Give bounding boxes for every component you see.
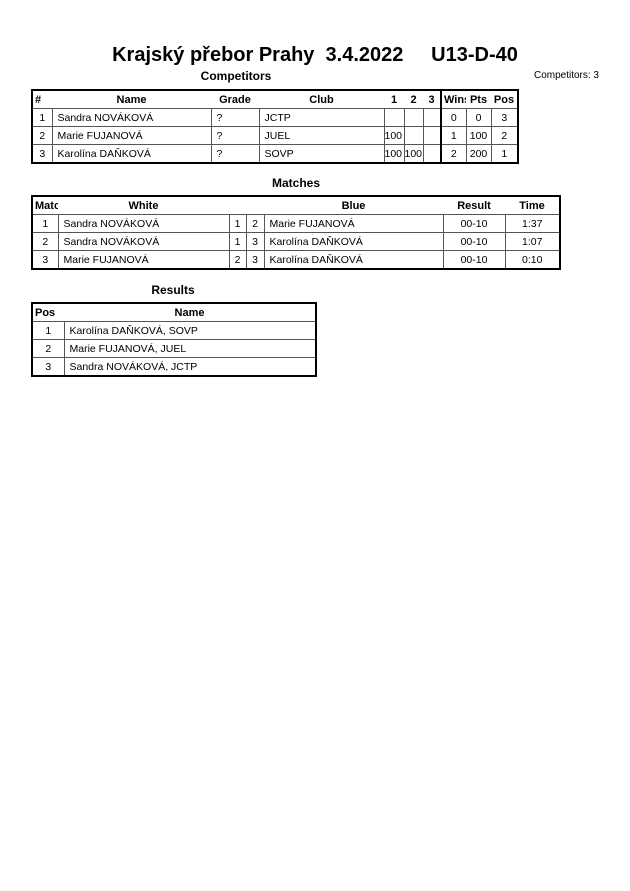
- results-cell: 2: [31, 339, 65, 358]
- matches-cell: 00-10: [442, 250, 506, 270]
- matches-header-0: Match: [32, 196, 58, 215]
- competitors-row: 1 Sandra NOVÁKOVÁ? JCTP 0 0 3: [31, 108, 519, 127]
- competitors-header-1: Name: [52, 90, 211, 109]
- competitors-header-5: 2: [404, 90, 423, 109]
- competitors-cell: JCTP: [258, 108, 385, 127]
- results-cell: 3: [31, 357, 65, 377]
- results-cell: Karolína DAŇKOVÁ, SOVP: [63, 321, 317, 340]
- matches-row: 1 Sandra NOVÁKOVÁ 1 2 Marie FUJANOVÁ 00-10 1:3…: [31, 214, 561, 233]
- competitors-cell: [403, 126, 424, 145]
- competitors-header-4: 1: [384, 90, 404, 109]
- matches-row: 3 Marie FUJANOVÁ 2 3 Karolína DAŇKOVÁ 00-10 0:…: [31, 250, 561, 270]
- competitors-cell: [422, 108, 442, 127]
- competitors-table: #NameGradeClub123WinsPtsPos1Sandra NOVÁK…: [31, 89, 519, 164]
- matches-cell: Sandra NOVÁKOVÁ: [57, 214, 230, 233]
- matches-cell: 3: [245, 232, 265, 251]
- matches-cell: 00-10: [442, 214, 506, 233]
- matches-cell: 0:10: [504, 250, 561, 270]
- competitors-cell: 2: [490, 126, 519, 145]
- competitors-cell: Karolína DAŇKOVÁ: [51, 144, 212, 164]
- matches-cell: 1: [228, 232, 247, 251]
- competitors-cell: ?: [210, 108, 260, 127]
- matches-row: 2 Sandra NOVÁKOVÁ 1 3 Karolína DAŇKOVÁ 00-10 1…: [31, 232, 561, 251]
- competitors-cell: 3: [31, 144, 53, 164]
- competitors-cell: 2: [440, 144, 467, 164]
- matches-cell: 1: [228, 214, 247, 233]
- matches-header-2: [229, 196, 246, 215]
- matches-cell: Marie FUJANOVÁ: [57, 250, 230, 270]
- competitors-cell: 0: [465, 108, 492, 127]
- results-header-0: Pos: [32, 303, 64, 322]
- competitors-cell: 200: [465, 144, 492, 164]
- matches-cell: Sandra NOVÁKOVÁ: [57, 232, 230, 251]
- competitors-cell: 1: [440, 126, 467, 145]
- results-cell: Sandra NOVÁKOVÁ, JCTP: [63, 357, 317, 377]
- matches-cell: 3: [31, 250, 59, 270]
- matches-cell: 00-10: [442, 232, 506, 251]
- competitors-cell: Sandra NOVÁKOVÁ: [51, 108, 212, 127]
- competitors-cell: 2: [31, 126, 53, 145]
- matches-cell: 2: [245, 214, 265, 233]
- competitors-cell: JUEL: [258, 126, 385, 145]
- matches-header-6: Time: [505, 196, 560, 215]
- matches-cell: 1:37: [504, 214, 561, 233]
- results-cell: Marie FUJANOVÁ, JUEL: [63, 339, 317, 358]
- results-row: 1 Karolína DAŇKOVÁ, SOVP: [31, 321, 317, 340]
- matches-header-1: White: [58, 196, 229, 215]
- results-header-1: Name: [64, 303, 316, 322]
- matches-cell: 1:07: [504, 232, 561, 251]
- competitors-cell: [422, 144, 442, 164]
- results-heading: Results: [151, 283, 195, 297]
- competitors-cell: 100: [403, 144, 424, 164]
- competitors-cell: 100: [383, 144, 405, 164]
- matches-cell: 1: [31, 214, 59, 233]
- matches-header-5: Result: [443, 196, 505, 215]
- competitors-cell: SOVP: [258, 144, 385, 164]
- competitors-cell: [422, 126, 442, 145]
- competitors-cell: 100: [465, 126, 492, 145]
- matches-cell: 2: [31, 232, 59, 251]
- competitors-cell: [403, 108, 424, 127]
- competitors-row: 2 Marie FUJANOVÁ? JUEL 100 1 100 2: [31, 126, 519, 145]
- competitors-header-2: Grade: [211, 90, 259, 109]
- competitors-header-8: Pts: [466, 90, 491, 109]
- matches-cell: 3: [245, 250, 265, 270]
- competitors-header-7: Wins: [440, 90, 466, 109]
- competitors-header-9: Pos: [491, 90, 518, 109]
- results-cell: 1: [31, 321, 65, 340]
- competitors-cell: [383, 108, 405, 127]
- page-title: Krajský přebor Prahy 3.4.2022 U13-D-40: [112, 44, 518, 66]
- competitors-cell: 1: [31, 108, 53, 127]
- competitors-cell: 0: [440, 108, 467, 127]
- matches-heading: Matches: [271, 176, 321, 190]
- competitors-cell: 3: [490, 108, 519, 127]
- competitors-cell: ?: [210, 126, 260, 145]
- results-row: 2 Marie FUJANOVÁ, JUEL: [31, 339, 317, 358]
- competitors-header-3: Club: [259, 90, 384, 109]
- matches-header-3: [246, 196, 264, 215]
- results-row: 3 Sandra NOVÁKOVÁ, JCTP: [31, 357, 317, 377]
- results-table: Pos Name 1 Karolína DAŇKOVÁ, SOVP 2 Marie FUJ…: [31, 302, 317, 377]
- matches-cell: 2: [228, 250, 247, 270]
- competitors-header-0: #: [32, 90, 52, 109]
- competitors-row: 3 Karolína DAŇKOVÁ? SOVP 100 100 2 200 1: [31, 144, 519, 164]
- matches-cell: Karolína DAŇKOVÁ: [263, 250, 444, 270]
- competitors-cell: 100: [383, 126, 405, 145]
- competitors-header-6: 3: [423, 90, 441, 109]
- matches-cell: Marie FUJANOVÁ: [263, 214, 444, 233]
- competitors-cell: Marie FUJANOVÁ: [51, 126, 212, 145]
- competitors-cell: 1: [490, 144, 519, 164]
- competitors-cell: ?: [210, 144, 260, 164]
- competitors-count: Competitors: 3: [533, 70, 599, 81]
- matches-header-4: Blue: [264, 196, 443, 215]
- competitors-heading: Competitors: [200, 69, 272, 83]
- matches-cell: Karolína DAŇKOVÁ: [263, 232, 444, 251]
